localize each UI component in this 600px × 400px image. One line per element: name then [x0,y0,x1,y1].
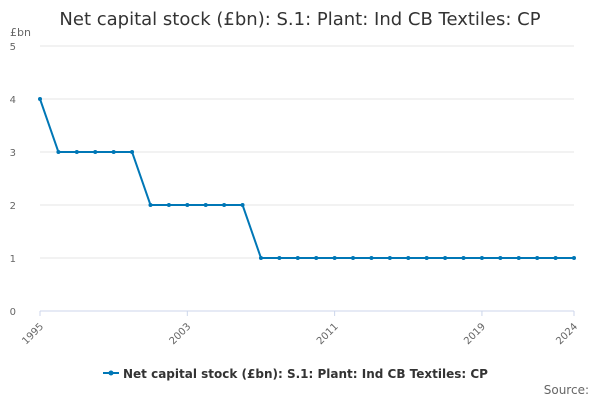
data-point[interactable] [258,256,263,260]
data-point[interactable] [277,256,282,260]
x-axis-ticks: 1995 2003 2011 2019 2024 [20,311,580,347]
legend-swatch-marker [108,370,114,376]
y-tick-label: 0 [10,307,16,318]
data-point[interactable] [222,203,227,207]
data-point[interactable] [332,256,337,260]
data-point[interactable] [461,256,466,260]
data-point[interactable] [351,256,356,260]
data-point[interactable] [387,256,392,260]
data-point[interactable] [74,150,79,154]
data-point[interactable] [314,256,319,260]
data-point[interactable] [424,256,429,260]
y-axis-ticks: 0 1 2 3 4 5 [10,42,16,318]
data-point[interactable] [369,256,374,260]
legend[interactable]: Net capital stock (£bn): S.1: Plant: Ind… [103,367,488,381]
data-point[interactable] [185,203,190,207]
source-label: Source: [544,383,589,397]
y-tick-label: 5 [10,42,16,53]
y-tick-label: 4 [10,95,16,106]
data-point[interactable] [553,256,558,260]
data-point[interactable] [56,150,61,154]
y-tick-label: 3 [10,148,16,159]
y-axis-unit-label: £bn [10,26,31,39]
data-point[interactable] [203,203,208,207]
y-tick-label: 2 [10,201,16,212]
series-line [39,98,574,259]
data-point[interactable] [240,203,245,207]
legend-series-label: Net capital stock (£bn): S.1: Plant: Ind… [123,367,488,381]
data-point[interactable] [498,256,503,260]
y-tick-label: 1 [10,254,16,265]
data-point[interactable] [295,256,300,260]
data-point[interactable] [572,256,576,260]
data-point[interactable] [93,150,98,154]
data-point[interactable] [111,150,116,154]
data-point[interactable] [130,150,135,154]
x-tick-label: 2024 [554,321,580,347]
data-point[interactable] [406,256,411,260]
data-point[interactable] [443,256,448,260]
x-tick-label: 2003 [168,321,194,347]
data-point[interactable] [535,256,540,260]
data-point[interactable] [166,203,171,207]
data-point[interactable] [479,256,484,260]
data-point[interactable] [38,97,42,101]
chart-title: Net capital stock (£bn): S.1: Plant: Ind… [59,9,540,30]
series-group [38,97,576,260]
x-tick-label: 2019 [462,321,488,347]
data-point[interactable] [516,256,521,260]
x-tick-label: 2011 [315,321,341,347]
data-point[interactable] [148,203,153,207]
x-tick-label: 1995 [20,321,46,347]
